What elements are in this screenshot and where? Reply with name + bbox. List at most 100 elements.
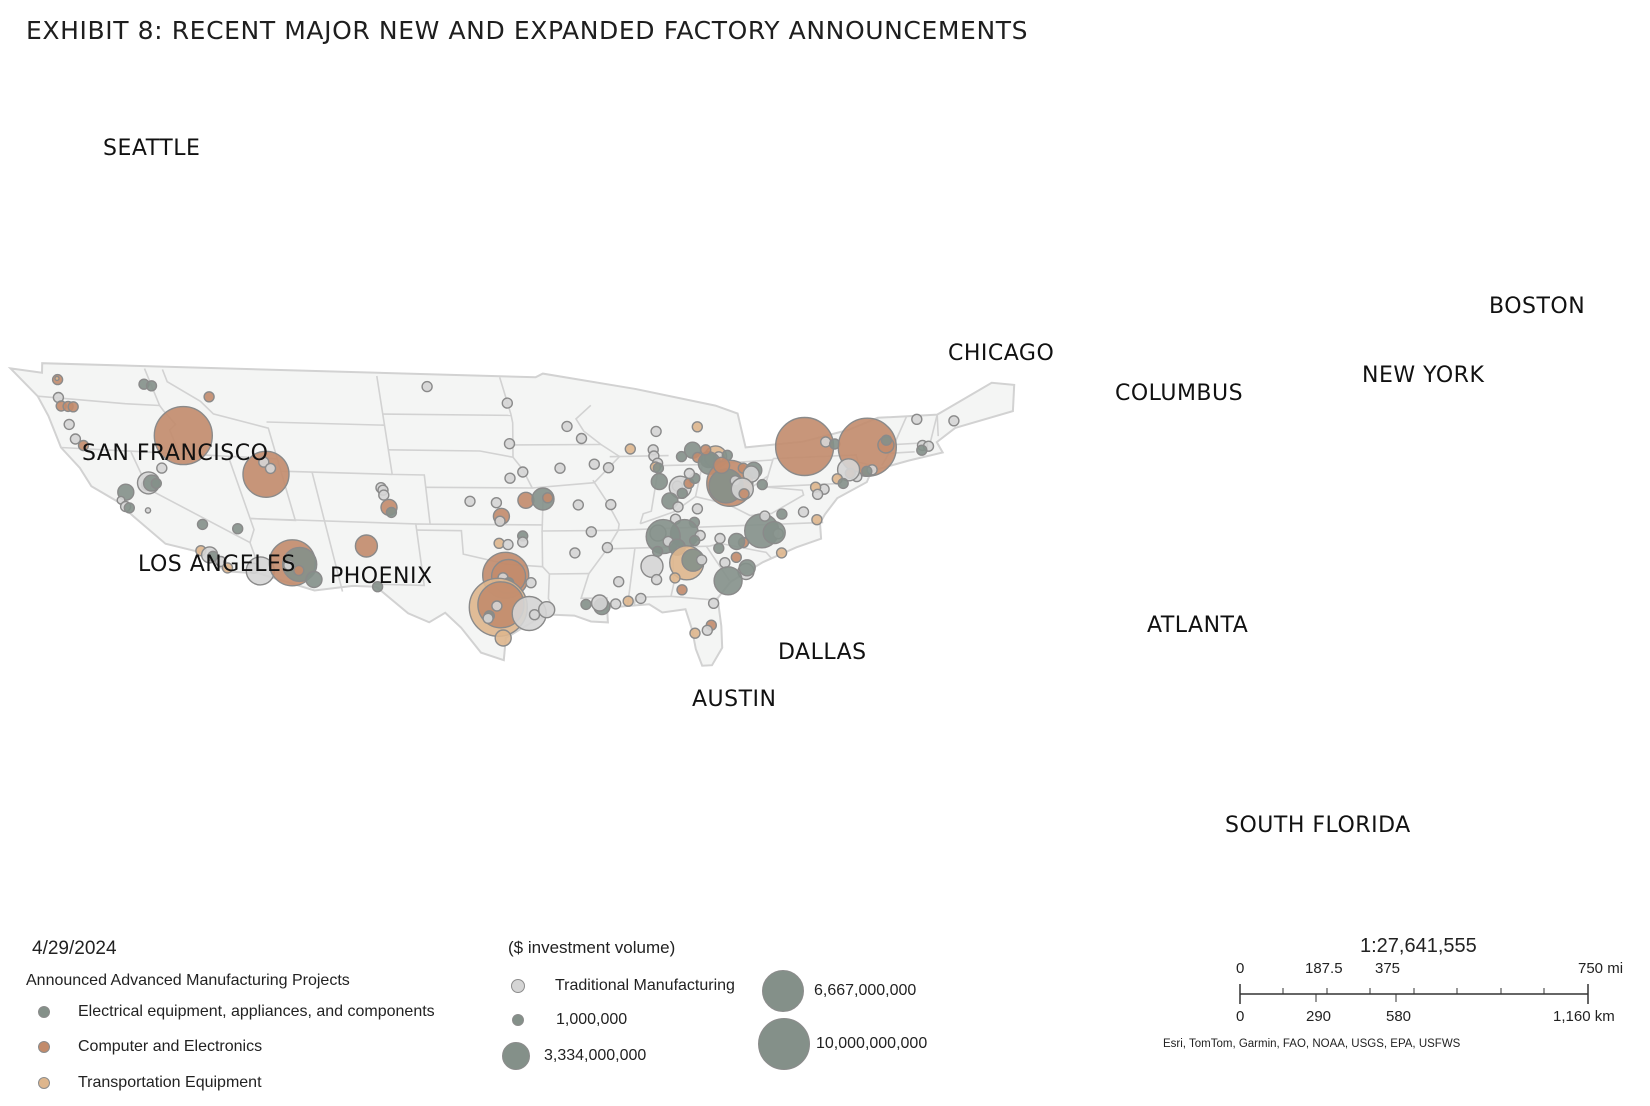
factory-point[interactable]: [231, 523, 244, 535]
factory-point[interactable]: [836, 458, 861, 482]
factory-point[interactable]: [283, 559, 295, 571]
factory-point[interactable]: [561, 420, 573, 433]
factory-point[interactable]: [861, 465, 873, 477]
factory-point[interactable]: [601, 541, 614, 554]
factory-point[interactable]: [54, 375, 60, 382]
factory-point[interactable]: [517, 536, 529, 548]
factory-point[interactable]: [494, 515, 506, 527]
factory-point[interactable]: [675, 450, 688, 463]
factory-point[interactable]: [590, 594, 609, 612]
factory-point[interactable]: [738, 488, 750, 500]
factory-point[interactable]: [695, 554, 708, 566]
factory-point[interactable]: [501, 397, 513, 409]
factory-point[interactable]: [282, 546, 318, 583]
factory-point[interactable]: [490, 497, 503, 509]
factory-point[interactable]: [651, 545, 664, 558]
factory-point[interactable]: [605, 498, 617, 511]
factory-point[interactable]: [676, 584, 688, 596]
factory-point[interactable]: [624, 443, 636, 455]
factory-point[interactable]: [635, 592, 647, 605]
factory-point[interactable]: [145, 380, 158, 392]
factory-point[interactable]: [63, 418, 75, 431]
factory-point[interactable]: [707, 597, 720, 609]
factory-point[interactable]: [650, 425, 662, 438]
factory-point[interactable]: [385, 506, 398, 519]
factory-point[interactable]: [676, 487, 688, 499]
factory-point[interactable]: [948, 415, 960, 427]
factory-point[interactable]: [585, 526, 597, 538]
factory-point[interactable]: [156, 462, 168, 474]
factory-point[interactable]: [640, 554, 664, 578]
factory-point[interactable]: [669, 572, 681, 584]
factory-point[interactable]: [837, 477, 849, 490]
factory-point[interactable]: [203, 391, 215, 403]
factory-point[interactable]: [880, 434, 893, 446]
factory-point[interactable]: [683, 467, 696, 480]
factory-point[interactable]: [123, 502, 136, 514]
factory-point[interactable]: [580, 598, 592, 611]
factory-point[interactable]: [538, 601, 556, 619]
factory-point[interactable]: [502, 538, 514, 551]
factory-point[interactable]: [759, 510, 771, 522]
factory-point[interactable]: [293, 564, 305, 577]
factory-point[interactable]: [652, 462, 665, 474]
factory-point[interactable]: [464, 495, 476, 507]
factory-point[interactable]: [491, 600, 503, 612]
factory-point[interactable]: [775, 547, 788, 559]
factory-point[interactable]: [756, 478, 768, 491]
factory-point[interactable]: [494, 629, 512, 647]
factory-point[interactable]: [650, 472, 668, 491]
factory-point[interactable]: [713, 566, 743, 596]
factory-point[interactable]: [528, 609, 541, 621]
factory-point[interactable]: [691, 503, 704, 515]
factory-point[interactable]: [797, 506, 810, 518]
factory-point[interactable]: [482, 612, 494, 624]
factory-point[interactable]: [691, 421, 703, 433]
factory-point[interactable]: [811, 514, 823, 526]
factory-point[interactable]: [354, 534, 379, 558]
factory-point[interactable]: [378, 489, 390, 501]
factory-point[interactable]: [613, 576, 625, 588]
factory-point[interactable]: [672, 501, 684, 513]
factory-point[interactable]: [144, 507, 152, 514]
factory-point[interactable]: [554, 462, 566, 474]
factory-point[interactable]: [714, 532, 726, 545]
factory-point[interactable]: [700, 444, 712, 456]
factory-point[interactable]: [242, 450, 290, 498]
factory-point[interactable]: [517, 466, 529, 478]
factory-point[interactable]: [504, 472, 516, 484]
factory-point[interactable]: [572, 499, 584, 511]
factory-point[interactable]: [689, 627, 701, 639]
factory-point[interactable]: [911, 413, 923, 425]
factory-point[interactable]: [762, 520, 786, 545]
factory-point[interactable]: [730, 551, 742, 563]
factory-point[interactable]: [150, 477, 163, 490]
factory-point[interactable]: [712, 456, 731, 474]
factory-point[interactable]: [207, 550, 219, 562]
factory-point[interactable]: [689, 534, 701, 547]
factory-point[interactable]: [525, 577, 537, 589]
factory-point[interactable]: [575, 432, 588, 445]
factory-point[interactable]: [622, 595, 634, 607]
factory-point[interactable]: [215, 555, 227, 568]
factory-point[interactable]: [713, 542, 725, 554]
factory-point[interactable]: [776, 508, 788, 520]
factory-point[interactable]: [650, 573, 663, 586]
factory-point[interactable]: [811, 488, 824, 500]
factory-point[interactable]: [371, 581, 384, 593]
factory-point[interactable]: [221, 562, 234, 574]
factory-point[interactable]: [421, 380, 433, 393]
factory-point[interactable]: [610, 598, 622, 610]
factory-point[interactable]: [602, 462, 615, 474]
factory-point[interactable]: [77, 439, 90, 452]
factory-point[interactable]: [916, 444, 928, 456]
factory-point[interactable]: [264, 462, 277, 475]
factory-point[interactable]: [542, 492, 554, 504]
factory-point[interactable]: [67, 401, 79, 413]
factory-point[interactable]: [196, 518, 209, 531]
factory-point[interactable]: [569, 547, 581, 559]
factory-point[interactable]: [69, 433, 82, 445]
factory-point[interactable]: [701, 624, 713, 636]
factory-point[interactable]: [305, 570, 323, 589]
factory-point[interactable]: [727, 532, 746, 551]
